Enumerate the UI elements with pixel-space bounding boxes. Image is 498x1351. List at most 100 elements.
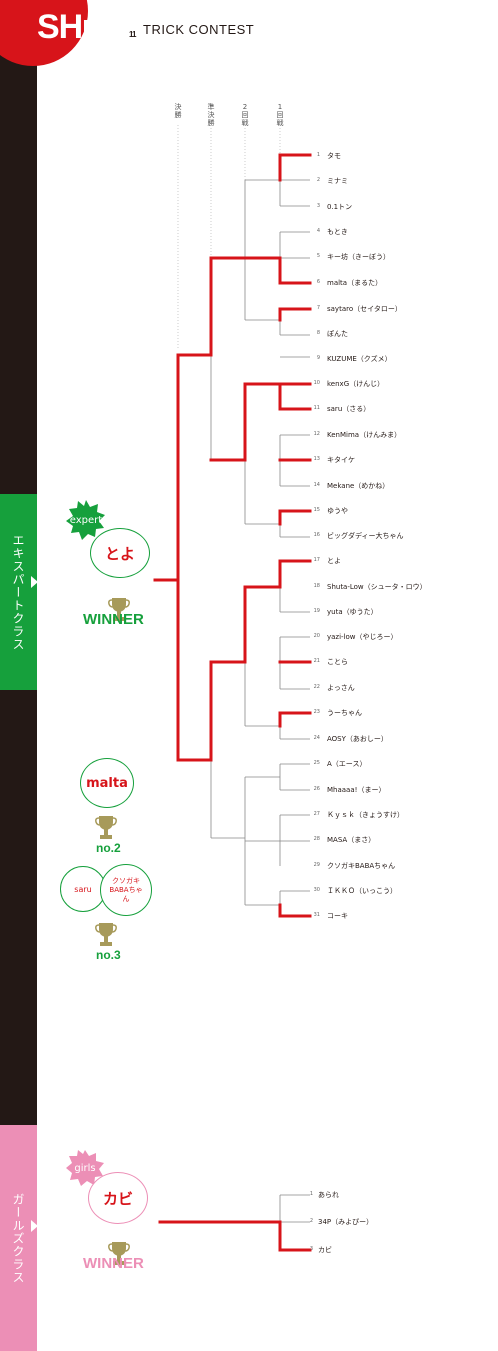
- player-name: KenMima（けんみま）: [327, 431, 402, 439]
- player-name: malta（まるた）: [327, 279, 383, 287]
- player-name: yuta（ゆうた）: [327, 608, 378, 616]
- player-seed: 5: [316, 253, 320, 259]
- contest-title: TRICK CONTEST: [143, 22, 255, 37]
- player-name: あられ: [318, 1191, 339, 1199]
- player-name: saru（さる）: [327, 405, 371, 413]
- player-name: ゆうや: [327, 507, 348, 515]
- player-seed: 4: [316, 228, 320, 234]
- player-seed: 11: [313, 405, 320, 411]
- player-name: saytaro（セイタロー）: [327, 305, 402, 313]
- player-seed: 13: [313, 456, 320, 462]
- player-seed: 15: [313, 507, 320, 513]
- second-place-text: no.2: [96, 841, 121, 855]
- player-seed: 2: [309, 1218, 313, 1224]
- player-seed: 24: [313, 735, 320, 741]
- player-name: うーちゃん: [327, 709, 362, 717]
- player-seed: 12: [313, 431, 320, 437]
- player-name: kenxG（けんじ）: [327, 380, 385, 388]
- player-seed: 2: [316, 177, 320, 183]
- player-name: MASA（まさ）: [327, 836, 376, 844]
- expert-trophy-icon: [108, 598, 130, 621]
- expert-badge-label: expert: [69, 514, 103, 526]
- round-header-round2: 2回戦: [241, 103, 249, 127]
- girls-class-label: ガールズクラス: [11, 1192, 25, 1284]
- player-name: キー坊（きーぼう）: [327, 253, 390, 261]
- player-name: Mekane（めかね）: [327, 482, 390, 490]
- third-place-name-2: クソガキBABAちゃん: [109, 876, 143, 903]
- player-seed: 27: [313, 811, 320, 817]
- player-seed: 3: [316, 203, 320, 209]
- player-seed: 3: [309, 1246, 313, 1252]
- player-seed: 9: [316, 355, 320, 361]
- third-place-bubble-2: クソガキBABAちゃん: [100, 864, 152, 916]
- player-seed: 8: [316, 330, 320, 336]
- player-seed: 1: [309, 1191, 313, 1197]
- player-seed: 21: [313, 658, 320, 664]
- girls-winner-bubble: カビ: [88, 1172, 148, 1224]
- player-name: ＩＫＫＯ（いっこう）: [327, 887, 397, 895]
- round-header-semifinal: 準決勝: [207, 103, 215, 127]
- player-name: タモ: [327, 152, 341, 160]
- second-place-name: malta: [86, 775, 128, 791]
- player-seed: 29: [313, 862, 320, 868]
- player-seed: 23: [313, 709, 320, 715]
- player-seed: 28: [313, 836, 320, 842]
- girls-class-panel: ガールズクラス: [0, 1125, 37, 1351]
- player-name: Ｋｙｓｋ（きょうすけ）: [327, 811, 404, 819]
- third-place-trophy-icon: [95, 923, 117, 946]
- player-seed: 20: [313, 633, 320, 639]
- player-name: ぽんた: [327, 330, 348, 338]
- player-seed: 6: [316, 279, 320, 285]
- player-seed: 26: [313, 786, 320, 792]
- round-header-round1: 1回戦: [276, 103, 284, 127]
- third-place-text: no.3: [96, 948, 121, 962]
- player-name: Shuta-Low（シュータ・ロウ）: [327, 583, 427, 591]
- player-seed: 18: [313, 583, 320, 589]
- player-name: ミナミ: [327, 177, 348, 185]
- player-seed: 1: [316, 152, 320, 158]
- expert-badge: [66, 500, 105, 540]
- player-seed: 25: [313, 760, 320, 766]
- player-name: AOSY（あおしー）: [327, 735, 388, 743]
- expert-winner-name: とよ: [104, 544, 135, 563]
- player-seed: 22: [313, 684, 320, 690]
- player-name: もとき: [327, 228, 348, 236]
- player-seed: 31: [313, 912, 320, 918]
- girls-badge: [66, 1150, 104, 1186]
- girls-winner-name: カビ: [102, 1189, 133, 1208]
- logo: SHKAZE 11: [37, 8, 150, 46]
- round-header-final: 決勝: [174, 103, 182, 119]
- player-name: よっさん: [327, 684, 355, 692]
- second-place-bubble: malta: [80, 758, 134, 808]
- second-place-trophy-icon: [95, 816, 117, 839]
- player-seed: 7: [316, 305, 320, 311]
- player-name: ことら: [327, 658, 348, 666]
- player-name: キタイケ: [327, 456, 355, 464]
- player-name: 34P（みよぴー）: [318, 1218, 374, 1226]
- player-name: とよ: [327, 557, 341, 565]
- player-seed: 17: [313, 557, 320, 563]
- girls-badge-label: girls: [74, 1162, 96, 1174]
- player-name: KUZUME（クズメ）: [327, 355, 392, 363]
- player-name: 0.1トン: [327, 203, 353, 211]
- girls-trophy-icon: [108, 1242, 130, 1265]
- girls-arrow-icon: [31, 1220, 38, 1232]
- expert-winner-text: WINNER: [83, 611, 144, 628]
- player-name: コーキ: [327, 912, 348, 920]
- player-name: ビッグダディー大ちゃん: [327, 532, 404, 540]
- expert-class-label: エキスパートクラス: [11, 533, 25, 651]
- player-seed: 30: [313, 887, 320, 893]
- player-name: A（エース）: [327, 760, 367, 768]
- player-seed: 16: [313, 532, 320, 538]
- player-seed: 10: [313, 380, 320, 386]
- expert-arrow-icon: [31, 576, 38, 588]
- player-name: Mhaaaa!（まー）: [327, 786, 386, 794]
- third-place-name-1: saru: [74, 884, 92, 894]
- player-name: yazi-low（やじろー）: [327, 633, 398, 641]
- player-seed: 19: [313, 608, 320, 614]
- player-seed: 14: [313, 482, 320, 488]
- third-place-bubble-1: saru: [60, 866, 106, 912]
- player-name: カビ: [318, 1246, 332, 1254]
- expert-class-panel: エキスパートクラス: [0, 494, 37, 690]
